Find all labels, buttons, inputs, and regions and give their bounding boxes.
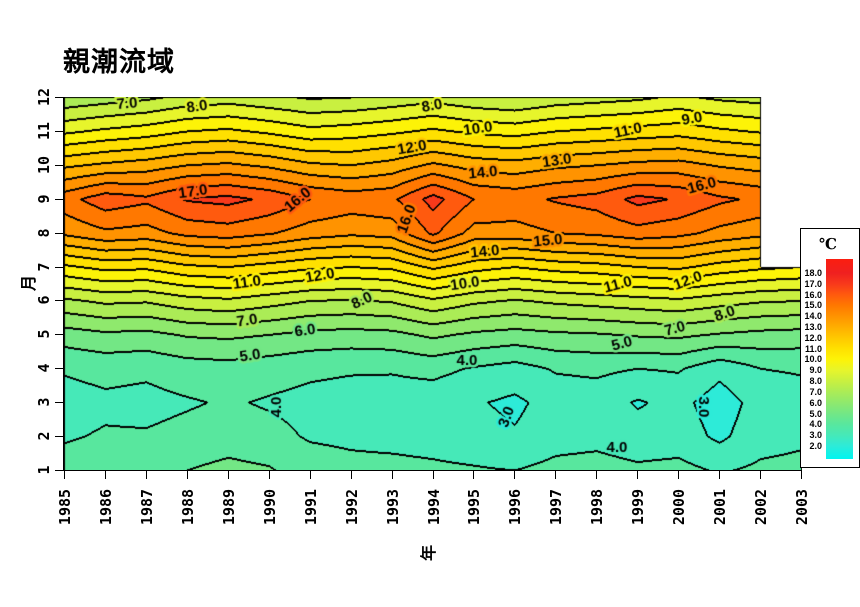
colorbar-tick-label: 12.0: [804, 332, 822, 343]
x-tick-label: 2003: [793, 488, 811, 526]
x-tick-label: 1996: [506, 488, 525, 526]
x-tick-mark: [432, 471, 434, 479]
colorbar-tick-label: 15.0: [804, 300, 822, 311]
colorbar-tick-label: 14.0: [804, 311, 822, 322]
y-axis-line: [63, 97, 64, 471]
colorbar-tick-label: 5.0: [809, 408, 822, 419]
contour-plot-canvas: [64, 97, 802, 471]
x-axis-title: 年: [419, 544, 438, 562]
y-tick-mark: [55, 164, 63, 166]
x-axis-line: [63, 470, 802, 471]
x-tick-mark: [801, 471, 802, 479]
x-tick-label: 1994: [424, 488, 443, 526]
colorbar-gradient: [826, 259, 853, 459]
x-tick-label: 1993: [383, 488, 402, 526]
x-tick-label: 2001: [711, 488, 730, 526]
y-tick-label: 2: [35, 431, 53, 441]
x-tick-mark: [64, 471, 65, 479]
colorbar-tick-label: 7.0: [809, 386, 822, 397]
y-tick-mark: [55, 130, 63, 132]
x-tick-label: 1990: [260, 488, 279, 526]
page-title: 親潮流域: [63, 47, 175, 78]
colorbar-tick-label: 8.0: [809, 376, 822, 387]
y-tick-label: 10: [35, 155, 53, 174]
x-tick-label: 1988: [178, 488, 197, 526]
x-tick-label: 1991: [301, 488, 320, 526]
y-tick-label: 6: [35, 295, 53, 305]
colorbar-tick-label: 2.0: [809, 440, 822, 451]
x-tick-label: 1985: [56, 488, 74, 526]
y-tick-mark: [55, 97, 63, 98]
colorbar-tick-label: 10.0: [804, 354, 822, 365]
y-tick-mark: [55, 232, 63, 234]
colorbar-tick-label: 11.0: [804, 343, 822, 354]
x-tick-mark: [104, 471, 106, 479]
x-tick-label: 1992: [342, 488, 361, 526]
colorbar-tick-label: 4.0: [809, 419, 822, 430]
x-tick-mark: [268, 471, 270, 479]
y-tick-label: 8: [35, 228, 53, 238]
x-tick-mark: [227, 471, 229, 479]
y-tick-label: 1: [35, 465, 53, 475]
colorbar-tick-label: 3.0: [809, 430, 822, 441]
y-tick-label: 7: [35, 262, 53, 272]
x-tick-label: 1989: [219, 488, 238, 526]
colorbar-legend: ℃ 18.0 17.0 16.0 15.0 14.0 13.0 12.0 11.0 10.0 9.…: [800, 228, 860, 468]
x-tick-mark: [678, 471, 680, 479]
colorbar-tick-label: 9.0: [809, 365, 822, 376]
x-tick-mark: [760, 471, 762, 479]
colorbar-tick-label: 17.0: [804, 278, 822, 289]
y-tick-mark: [55, 334, 63, 336]
y-tick-mark: [55, 368, 63, 370]
x-tick-label: 1987: [137, 488, 156, 526]
y-tick-mark: [55, 470, 63, 471]
x-tick-mark: [719, 471, 721, 479]
colorbar-tick-label: 13.0: [804, 322, 822, 333]
x-tick-label: 1997: [547, 488, 566, 526]
x-tick-mark: [514, 471, 516, 479]
x-tick-mark: [391, 471, 393, 479]
y-tick-label: 11: [35, 121, 53, 140]
y-tick-mark: [55, 436, 63, 438]
colorbar-title: ℃: [819, 235, 837, 253]
y-tick-mark: [55, 266, 63, 268]
x-tick-label: 1998: [588, 488, 607, 526]
x-tick-mark: [637, 471, 639, 479]
x-tick-label: 1986: [96, 488, 115, 526]
y-tick-label: 4: [35, 363, 53, 373]
x-tick-mark: [350, 471, 352, 479]
y-tick-label: 9: [35, 194, 53, 204]
y-tick-mark: [55, 402, 63, 404]
x-tick-mark: [596, 471, 598, 479]
y-tick-label: 12: [35, 87, 53, 107]
x-tick-label: 2000: [670, 488, 689, 526]
y-tick-label: 5: [35, 329, 53, 339]
x-tick-mark: [555, 471, 557, 479]
x-tick-mark: [473, 471, 475, 479]
x-tick-mark: [145, 471, 147, 479]
y-axis-title: 月: [19, 274, 38, 292]
x-tick-label: 2002: [752, 488, 771, 526]
y-tick-label: 3: [35, 397, 53, 407]
x-tick-mark: [186, 471, 188, 479]
colorbar-tick-label: 18.0: [804, 268, 822, 278]
x-tick-label: 1995: [465, 488, 484, 526]
y-tick-mark: [55, 300, 63, 302]
x-tick-label: 1999: [629, 488, 648, 526]
x-tick-mark: [309, 471, 311, 479]
y-tick-mark: [55, 198, 63, 200]
colorbar-tick-label: 16.0: [804, 289, 822, 300]
colorbar-tick-label: 6.0: [809, 397, 822, 408]
